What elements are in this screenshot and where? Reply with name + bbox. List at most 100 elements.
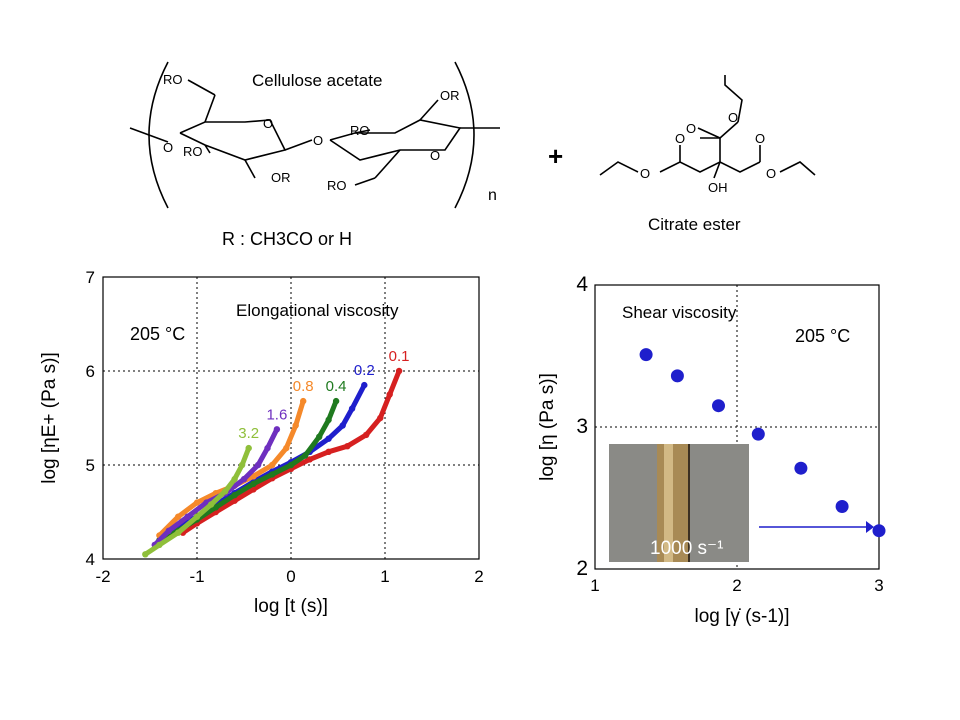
- series-point-3.2: [222, 488, 229, 495]
- series-point-3.2: [193, 513, 201, 520]
- right-parenthesis: [454, 61, 475, 209]
- series-point-0.1: [344, 443, 351, 450]
- right-xtick-2: 3: [874, 576, 883, 595]
- series-point-0.4: [325, 416, 332, 424]
- shear-point: [835, 500, 849, 513]
- atom-o-ring-2: O: [430, 148, 440, 163]
- series-point-0.1: [250, 486, 257, 493]
- shear-point: [670, 369, 684, 383]
- series-point-0.1: [386, 391, 393, 398]
- citrate-atom-o-1: O: [640, 166, 650, 181]
- series-label-3.2: 3.2: [238, 425, 259, 442]
- series-point-1.6: [273, 426, 281, 433]
- series-point-0.8: [193, 499, 201, 506]
- series-point-0.4: [212, 504, 219, 511]
- left-ylabel: log [ηE+ (Pa s)]: [39, 352, 60, 483]
- shear-series-group: [639, 348, 886, 538]
- citrate-atom-o-5: O: [755, 131, 765, 146]
- series-point-0.4: [301, 452, 309, 459]
- series-line-0.1: [180, 368, 402, 536]
- series-point-0.4: [231, 491, 238, 499]
- series-label-1.6: 1.6: [266, 406, 287, 423]
- series-point-1.6: [264, 444, 271, 452]
- series-point-0.4: [269, 471, 276, 478]
- citrate-atom-o-4: O: [728, 110, 738, 125]
- series-point-1.6: [184, 513, 191, 520]
- atom-or-2: OR: [440, 88, 460, 103]
- cellulose-label: Cellulose acetate: [252, 71, 382, 90]
- citrate-atom-o-6: O: [766, 166, 776, 181]
- series-point-1.6: [165, 527, 172, 534]
- left-ytick-3: 7: [86, 268, 95, 287]
- left-ytick-0: 4: [86, 550, 95, 569]
- series-label-0.2: 0.2: [354, 362, 375, 379]
- atom-ro-4: RO: [327, 178, 347, 193]
- series-label-0.1: 0.1: [389, 348, 410, 365]
- shear-viscosity-chart: 1000 s⁻¹ 1 2 3 2 3 4 log [γ̇ (s-1)] log …: [537, 273, 886, 627]
- left-xtick-2: 0: [286, 567, 295, 586]
- series-label-0.4: 0.4: [326, 378, 347, 395]
- cellulose-atom-labels: RO O RO O OR O RO OR O RO: [163, 72, 460, 193]
- atom-o-bridge: O: [313, 133, 323, 148]
- series-point-0.2: [348, 405, 356, 412]
- shear-point: [639, 348, 653, 362]
- inset-arrow-head: [866, 521, 874, 533]
- series-point-0.8: [283, 444, 290, 452]
- left-xtick-4: 2: [474, 567, 483, 586]
- citrate-atom-o-3: O: [686, 121, 696, 136]
- series-point-1.6: [240, 475, 248, 483]
- r-definition: R : CH3CO or H: [222, 229, 352, 249]
- left-ytick-1: 5: [86, 456, 95, 475]
- series-point-0.8: [300, 397, 307, 405]
- series-point-0.4: [250, 480, 257, 487]
- series-point-0.1: [306, 456, 313, 463]
- inset-label: 1000 s⁻¹: [650, 538, 723, 559]
- left-xtick-1: -1: [189, 567, 204, 586]
- inset-fiber-highlight: [664, 444, 673, 562]
- right-xtick-0: 1: [590, 576, 599, 595]
- series-point-0.1: [363, 431, 370, 439]
- repeat-n: n: [488, 187, 497, 204]
- series-label-0.8: 0.8: [293, 378, 314, 395]
- plot-frame-left: [102, 276, 480, 560]
- citrate-ester-structure: [599, 75, 816, 179]
- series-point-3.2: [175, 529, 182, 536]
- right-title: Shear viscosity: [622, 303, 737, 322]
- series-point-0.1: [325, 448, 332, 455]
- series-point-0.2: [339, 422, 346, 429]
- left-temperature: 205 °C: [130, 324, 185, 344]
- cellulose-acetate-structure: [129, 61, 500, 209]
- shear-point: [872, 524, 886, 538]
- plot-frame-right: [594, 284, 880, 570]
- left-xtick-3: 1: [380, 567, 389, 586]
- right-xlabel: log [γ̇ (s-1)]: [694, 606, 789, 627]
- series-point-3.2: [245, 444, 252, 452]
- left-xlabel: log [t (s)]: [254, 596, 328, 617]
- right-ylabel: log [η (Pa s)]: [537, 373, 558, 481]
- citrate-atom-oh: OH: [708, 180, 728, 195]
- atom-or-1: OR: [271, 170, 291, 185]
- citrate-label: Citrate ester: [648, 215, 741, 234]
- series-point-3.2: [207, 501, 215, 508]
- left-ytick-2: 6: [86, 362, 95, 381]
- series-point-3.2: [238, 461, 246, 469]
- plus-sign: +: [548, 141, 563, 171]
- series-point-0.2: [361, 381, 368, 389]
- series-point-0.4: [287, 461, 295, 469]
- atom-ro-2: RO: [183, 144, 203, 159]
- inset-photo: 1000 s⁻¹: [609, 444, 749, 562]
- left-xtick-0: -2: [95, 567, 110, 586]
- elongational-viscosity-chart: 0.1 0.2 0.4 0.8 1.6 3.2 -2 -1 0 1 2 4 5 6 7 l…: [39, 268, 484, 617]
- right-xtick-1: 2: [732, 576, 741, 595]
- series-point-3.2: [231, 475, 238, 483]
- series-point-0.1: [377, 414, 384, 422]
- right-temperature: 205 °C: [795, 326, 850, 346]
- shear-point: [794, 461, 808, 475]
- elongational-series-group: 0.1 0.2 0.4 0.8 1.6 3.2: [142, 348, 410, 558]
- atom-o-1: O: [163, 140, 173, 155]
- left-ring: [179, 119, 287, 161]
- right-ytick-0: 2: [576, 557, 588, 580]
- series-point-3.2: [142, 551, 149, 558]
- series-point-0.8: [175, 513, 182, 520]
